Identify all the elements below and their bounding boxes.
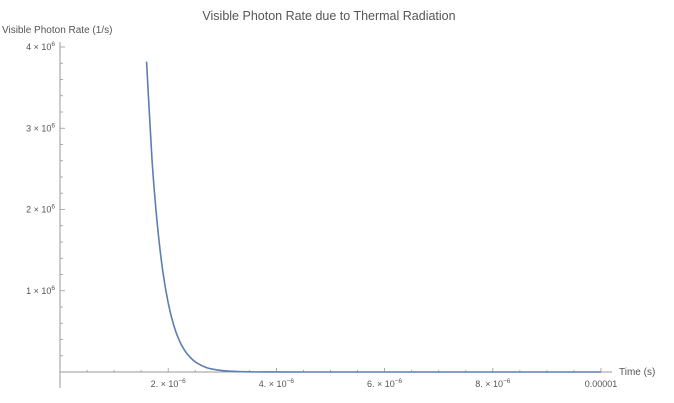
- y-tick-label: 4 × 106: [26, 41, 55, 52]
- series-line: [145, 61, 601, 373]
- chart-title: Visible Photon Rate due to Thermal Radia…: [202, 9, 455, 23]
- y-tick-labels: 1 × 106 2 × 106 3 × 106 4 × 106: [26, 41, 55, 296]
- x-tick-label: 8. × 10−6: [475, 378, 511, 389]
- y-tick-label: 3 × 106: [26, 122, 55, 133]
- y-tick-label: 2 × 106: [26, 204, 55, 215]
- y-ticks: [60, 46, 65, 357]
- y-tick-label: 1 × 106: [26, 285, 55, 296]
- x-tick-label: 0.00001: [585, 379, 618, 389]
- x-tick-label: 4. × 10−6: [259, 378, 295, 389]
- x-axis-label: Time (s): [619, 367, 655, 378]
- x-tick-label: 2. × 10−6: [151, 378, 187, 389]
- x-tick-labels: 2. × 10−6 4. × 10−6 6. × 10−6 8. × 10−6 0.00…: [151, 378, 618, 389]
- y-axis-label: Visible Photon Rate (1/s): [2, 25, 112, 36]
- x-tick-label: 6. × 10−6: [367, 378, 403, 389]
